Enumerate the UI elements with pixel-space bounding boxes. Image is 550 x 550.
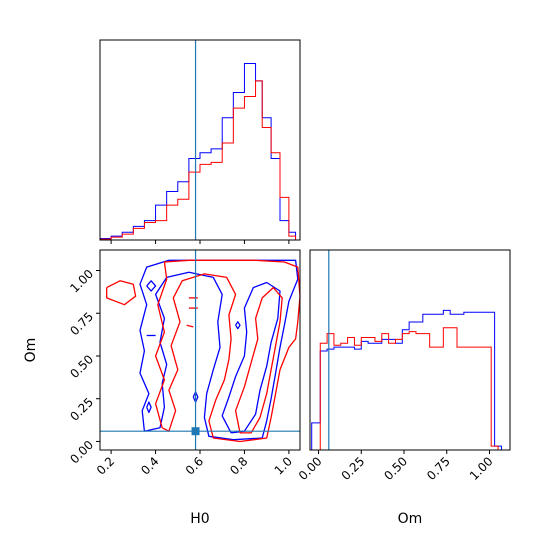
hist-h0-frame bbox=[99, 39, 301, 241]
hist-om-panel: 0.00 0.25 0.50 0.75 1.00 bbox=[296, 249, 511, 483]
om-x-tick-label: 0.25 bbox=[339, 454, 368, 483]
hist-h0-panel bbox=[99, 39, 301, 244]
h0-tick-label: 0.6 bbox=[183, 454, 206, 477]
om-x-tick-label: 1.00 bbox=[467, 454, 496, 483]
om-y-axis-label: Om bbox=[23, 338, 39, 363]
om-y-tick-label: 0.25 bbox=[67, 395, 96, 424]
om-y-tick-label: 0.75 bbox=[67, 309, 96, 338]
h0-tick-label: 1.0 bbox=[272, 454, 295, 477]
contour-series_b-7 bbox=[154, 259, 301, 443]
hist-h0-ticks bbox=[110, 240, 290, 244]
contour-series_b-8 bbox=[234, 286, 283, 434]
hist-om-marks bbox=[311, 309, 502, 450]
contour-series_b-9 bbox=[106, 280, 137, 306]
contour-series_b-12 bbox=[186, 324, 194, 328]
hist-h0-series_a bbox=[99, 62, 297, 240]
hist-h0-series_b bbox=[99, 80, 297, 240]
om-y-tick-label: 1.00 bbox=[67, 267, 96, 296]
h0-tick-label: 0.4 bbox=[138, 454, 161, 477]
om-y-tick-label: 0.50 bbox=[67, 352, 96, 381]
hist-h0-marks bbox=[99, 62, 297, 240]
om-y-tick-label: 0.00 bbox=[67, 438, 96, 467]
joint-panel: 0.2 0.4 0.6 0.8 1.0 0.00 0.25 0.50 0.75 1.00 bbox=[67, 249, 301, 478]
hist-om-frame bbox=[309, 249, 511, 451]
om-x-axis: 0.00 0.25 0.50 0.75 1.00 bbox=[296, 450, 496, 483]
om-x-tick-label: 0.00 bbox=[296, 454, 325, 483]
contour-series_a-3 bbox=[146, 401, 152, 414]
om-y-axis: 0.00 0.25 0.50 0.75 1.00 bbox=[67, 267, 100, 467]
contour-series_a-4 bbox=[192, 391, 199, 403]
om-axis-label: Om bbox=[398, 511, 423, 527]
contour-series_a-1 bbox=[221, 281, 281, 434]
h0-x-axis: 0.2 0.4 0.6 0.8 1.0 bbox=[94, 450, 295, 478]
hist-om-series_a bbox=[311, 309, 502, 450]
om-x-tick-label: 0.75 bbox=[424, 454, 453, 483]
om-x-tick-label: 0.50 bbox=[381, 454, 410, 483]
hist-om-series_b bbox=[319, 327, 499, 450]
contour-series_a-6 bbox=[235, 321, 241, 330]
h0-tick-label: 0.8 bbox=[227, 454, 250, 477]
contour-series_a-5 bbox=[146, 280, 157, 292]
h0-tick-label: 0.2 bbox=[94, 454, 117, 477]
h0-axis-label: H0 bbox=[190, 511, 209, 527]
joint-contours bbox=[106, 259, 301, 443]
joint-truth-marker bbox=[191, 427, 200, 436]
